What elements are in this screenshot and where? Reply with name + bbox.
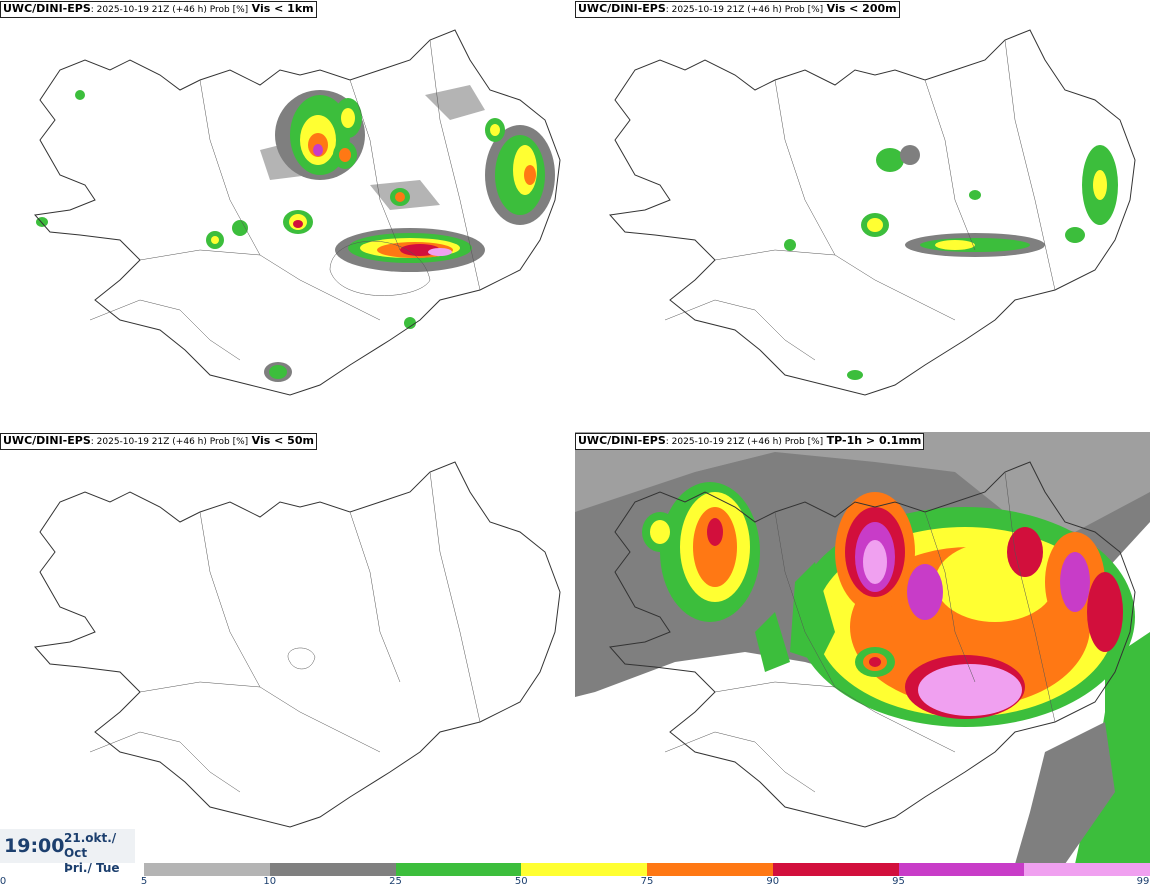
colorbar-segment: [898, 863, 1025, 876]
region-boundaries: [89, 39, 481, 361]
probability-field: [36, 85, 555, 382]
coastline: [609, 461, 1136, 828]
iceland-map: [609, 29, 1136, 396]
iceland-map: [34, 461, 561, 828]
colorbar-tick-label: 99: [1136, 876, 1150, 887]
panel-title: UWC/DINI-EPS: 2025-10-19 21Z (+46 h) Pro…: [575, 433, 925, 450]
valid-date: 21.okt./ Oct Þri./ Tue: [64, 831, 135, 876]
colorbar-tick-label: 0: [0, 876, 7, 887]
map-panel-vis-200m: UWC/DINI-EPS: 2025-10-19 21Z (+46 h) Pro…: [575, 0, 1150, 432]
iceland-map: [575, 432, 1150, 864]
probability-field: [575, 432, 1150, 864]
coastline: [34, 29, 561, 396]
colorbar-ticks: 0 5 10 25 50 75 90 95 99: [0, 876, 1150, 891]
colorbar-tick-label: 5: [140, 876, 148, 887]
colorbar-segment: [395, 863, 522, 876]
probability-field: [784, 145, 1118, 380]
map-panel-precip: UWC/DINI-EPS: 2025-10-19 21Z (+46 h) Pro…: [575, 432, 1150, 864]
colorbar-tick-label: 10: [263, 876, 277, 887]
colorbar-tick-label: 25: [389, 876, 402, 887]
colorbar-segment: [144, 863, 270, 876]
map-panel-vis-1km: UWC/DINI-EPS: 2025-10-19 21Z (+46 h) Pro…: [0, 0, 575, 432]
panel-title: UWC/DINI-EPS: 2025-10-19 21Z (+46 h) Pro…: [0, 433, 317, 450]
region-boundaries: [664, 39, 1056, 361]
probability-colorbar: [144, 863, 1150, 876]
coastline: [609, 29, 1136, 396]
region-boundaries: [89, 471, 481, 793]
valid-date-line2: Þri./ Tue: [64, 861, 120, 875]
valid-time: 19:00: [4, 835, 65, 857]
panel-title: UWC/DINI-EPS: 2025-10-19 21Z (+46 h) Pro…: [0, 1, 317, 18]
coastline: [34, 461, 561, 828]
colorbar-segment: [772, 863, 899, 876]
valid-date-line1: 21.okt./ Oct: [64, 831, 117, 860]
colorbar-segment: [269, 863, 396, 876]
colorbar-segment: [647, 863, 773, 876]
colorbar-segment: [521, 863, 647, 876]
colorbar-tick-label: 75: [640, 876, 654, 887]
map-panel-vis-50m: UWC/DINI-EPS: 2025-10-19 21Z (+46 h) Pro…: [0, 432, 575, 864]
region-boundaries: [664, 471, 1056, 793]
valid-time-box: 19:00 21.okt./ Oct Þri./ Tue: [0, 829, 135, 875]
colorbar-tick-label: 90: [766, 876, 780, 887]
colorbar-segment: [1024, 863, 1150, 876]
iceland-map: [34, 29, 561, 396]
panel-title: UWC/DINI-EPS: 2025-10-19 21Z (+46 h) Pro…: [575, 1, 900, 18]
colorbar-tick-label: 95: [892, 876, 905, 887]
colorbar-tick-label: 50: [514, 876, 528, 887]
